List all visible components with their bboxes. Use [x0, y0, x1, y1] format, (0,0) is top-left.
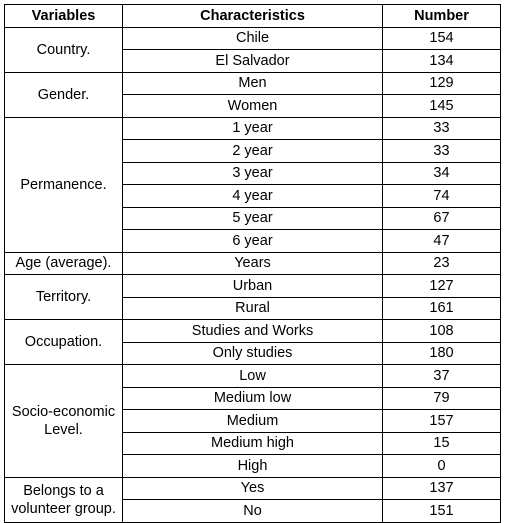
number-cell: 33: [382, 139, 501, 163]
table-body: Country. Chile 154 El Salvador 134 Gender. Men…: [4, 26, 501, 523]
table-row: 3 year 34: [5, 161, 501, 185]
number-cell: 108: [382, 319, 501, 343]
table-row: Age (average). Years 23: [4, 251, 501, 275]
number-cell: 67: [382, 206, 501, 230]
table-row: Permanence. 1 year 33: [4, 116, 501, 253]
characteristic-cell: Studies and Works: [122, 319, 383, 343]
characteristic-cell: 6 year: [122, 229, 383, 253]
variable-cell: Country.: [4, 26, 123, 73]
header-row: Variables Characteristics Number: [4, 4, 501, 28]
table-row: 6 year 47: [5, 229, 501, 253]
table-row: Gender. Men 129: [4, 71, 501, 118]
characteristic-cell: 2 year: [122, 139, 383, 163]
characteristic-cell: Yes: [122, 476, 383, 500]
table-row: Occupation. Studies and Works 108: [4, 319, 501, 365]
table-row: High 0: [5, 454, 501, 478]
table-container: Variables Characteristics Number Country…: [4, 4, 501, 523]
characteristic-cell: Rural: [122, 296, 383, 320]
characteristic-cell: Chile: [122, 26, 383, 50]
header-variables: Variables: [4, 4, 123, 28]
variable-cell: Socio-economic Level.: [4, 364, 123, 478]
characteristic-cell: 4 year: [122, 184, 383, 208]
table-row: Socio-economic Level. Low 37: [4, 364, 501, 478]
number-cell: 37: [382, 364, 501, 388]
number-cell: 145: [382, 94, 501, 118]
variable-cell: Territory.: [4, 274, 123, 320]
table-row: 2 year 33: [5, 139, 501, 163]
number-cell: 34: [382, 161, 501, 185]
characteristic-cell: Medium low: [122, 386, 383, 410]
variable-cell: Age (average).: [4, 251, 123, 275]
table-row: Territory. Urban 127: [4, 274, 501, 320]
table-row: Medium high 15: [5, 431, 501, 455]
variable-cell: Gender.: [4, 71, 123, 118]
table-row: Medium low 79: [5, 386, 501, 410]
variable-cell: Occupation.: [4, 319, 123, 365]
table-row: Belongs to a volunteer group. Yes 137: [4, 476, 501, 523]
variable-cell: Permanence.: [4, 116, 123, 253]
header-number: Number: [382, 4, 501, 28]
table-row: 5 year 67: [5, 206, 501, 230]
number-cell: 79: [382, 386, 501, 410]
characteristic-cell: High: [122, 454, 383, 478]
variable-cell: Belongs to a volunteer group.: [4, 476, 123, 523]
number-cell: 33: [382, 116, 501, 140]
number-cell: 74: [382, 184, 501, 208]
number-cell: 157: [382, 409, 501, 433]
number-cell: 129: [382, 71, 501, 95]
number-cell: 154: [382, 26, 501, 50]
table-row: 4 year 74: [5, 184, 501, 208]
number-cell: 15: [382, 431, 501, 455]
characteristic-cell: Urban: [122, 274, 383, 298]
number-cell: 137: [382, 476, 501, 500]
characteristic-cell: Men: [122, 71, 383, 95]
number-cell: 180: [382, 341, 501, 365]
characteristic-cell: Women: [122, 94, 383, 118]
characteristic-cell: Only studies: [122, 341, 383, 365]
number-cell: 134: [382, 49, 501, 73]
characteristic-cell: Medium: [122, 409, 383, 433]
characteristic-cell: Years: [122, 251, 383, 275]
table-row: Medium 157: [5, 409, 501, 433]
number-cell: 161: [382, 296, 501, 320]
characteristic-cell: 3 year: [122, 161, 383, 185]
table-row: Rural 161: [5, 296, 501, 320]
characteristic-cell: 1 year: [122, 116, 383, 140]
characteristic-cell: Low: [122, 364, 383, 388]
characteristics-table: Variables Characteristics Number Country…: [4, 4, 501, 523]
header-characteristics: Characteristics: [122, 4, 383, 28]
number-cell: 23: [382, 251, 501, 275]
table-row: Country. Chile 154: [4, 26, 501, 73]
number-cell: 47: [382, 229, 501, 253]
characteristic-cell: El Salvador: [122, 49, 383, 73]
number-cell: 0: [382, 454, 501, 478]
number-cell: 127: [382, 274, 501, 298]
table-row: Only studies 180: [5, 341, 501, 365]
characteristic-cell: 5 year: [122, 206, 383, 230]
characteristic-cell: Medium high: [122, 431, 383, 455]
